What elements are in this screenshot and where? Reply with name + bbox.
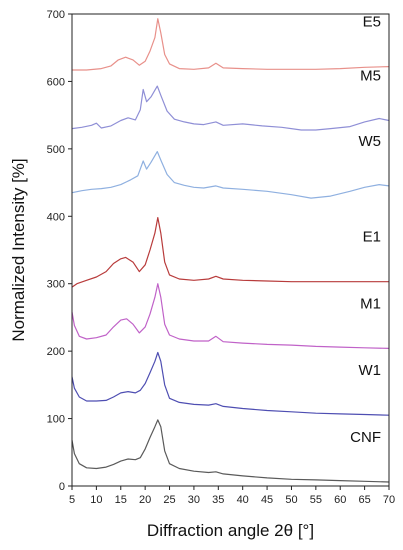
- series-label-cnf: CNF: [350, 429, 381, 446]
- series-line-m1: [71, 283, 390, 349]
- x-tick-label: 30: [188, 494, 200, 506]
- y-tick-label: 200: [47, 346, 65, 358]
- y-tick-label: 500: [47, 144, 65, 156]
- series-line-cnf: [71, 419, 390, 483]
- x-tick-label: 50: [285, 494, 297, 506]
- y-tick-label: 300: [47, 279, 65, 291]
- x-tick-label: 40: [237, 494, 249, 506]
- series-label-w1: W1: [359, 362, 382, 379]
- x-tick-label: 45: [261, 494, 273, 506]
- y-tick-label: 400: [47, 211, 65, 223]
- plot-frame: [71, 13, 390, 487]
- x-tick-label: 15: [115, 494, 127, 506]
- y-tick-label: 0: [59, 481, 65, 493]
- series-label-w5: W5: [359, 133, 382, 150]
- series-line-w5: [71, 151, 390, 199]
- x-axis-title: Diffraction angle 2θ [°]: [147, 521, 314, 540]
- x-tick-label: 70: [383, 494, 395, 506]
- y-tick-label: 700: [47, 9, 65, 21]
- series-curves: [71, 18, 390, 483]
- x-tick-label: 65: [358, 494, 370, 506]
- series-label-m1: M1: [360, 295, 381, 312]
- series-line-w1: [71, 351, 390, 416]
- series-labels: E5 M5 W5 E1 M1 W1 CNF: [350, 14, 381, 446]
- x-tick-label: 55: [310, 494, 322, 506]
- x-tick-label: 60: [334, 494, 346, 506]
- x-tick-label: 5: [69, 494, 75, 506]
- series-label-m5: M5: [360, 68, 381, 85]
- series-line-e5: [72, 18, 390, 71]
- series-label-e5: E5: [363, 14, 381, 31]
- y-axis-ticks: 0 100 200 300 400 500 600 700: [47, 9, 72, 493]
- x-tick-label: 25: [163, 494, 175, 506]
- x-tick-label: 35: [212, 494, 224, 506]
- series-label-e1: E1: [363, 229, 381, 246]
- y-tick-label: 100: [47, 414, 65, 426]
- y-axis-title: Normalized Intensity [%]: [9, 158, 28, 341]
- series-line-m5: [71, 85, 390, 131]
- x-tick-label: 20: [139, 494, 151, 506]
- series-line-e1: [71, 217, 389, 288]
- x-axis-ticks: 5 10 15 20 25 30 35 40 45 50 55 60 65 70: [69, 486, 395, 506]
- x-tick-label: 10: [90, 494, 102, 506]
- y-tick-label: 600: [47, 76, 65, 88]
